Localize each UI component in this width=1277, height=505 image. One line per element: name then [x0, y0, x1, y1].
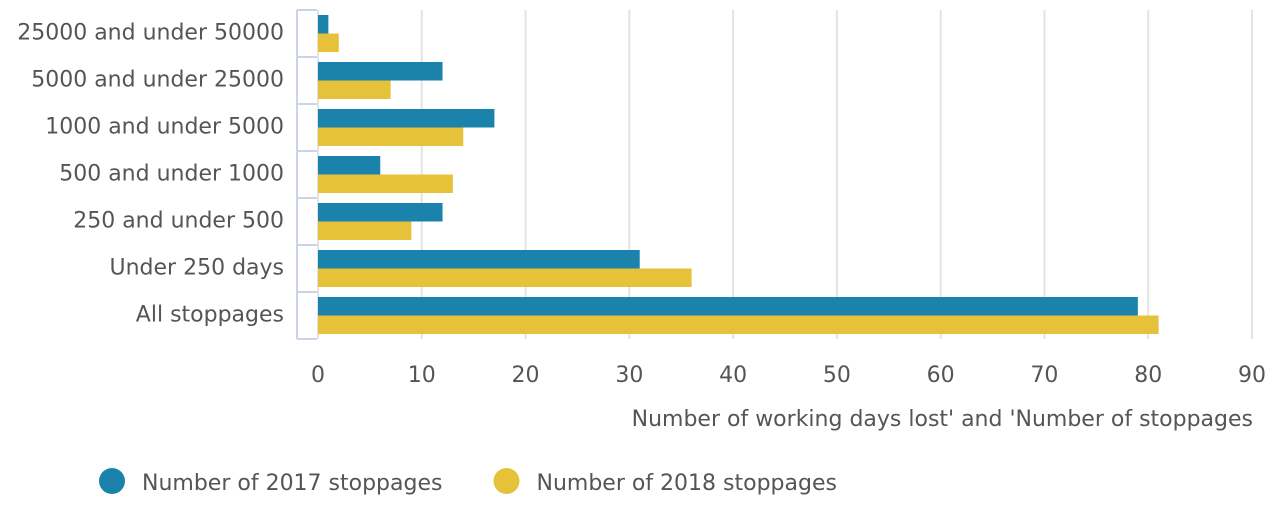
x-tick-label: 10 [408, 363, 436, 388]
legend-swatch [493, 468, 520, 494]
y-tick-label: 250 and under 500 [73, 209, 284, 234]
legend-swatch [99, 468, 125, 494]
y-tick-label: 500 and under 1000 [59, 162, 284, 187]
bar [318, 221, 412, 240]
bar [318, 250, 640, 269]
bar [318, 80, 391, 99]
x-tick-label: 30 [615, 363, 643, 388]
bar [318, 203, 443, 222]
x-tick-label: 70 [1030, 363, 1058, 388]
y-tick-label: 1000 and under 5000 [45, 115, 284, 140]
y-tick-label: All stoppages [136, 303, 284, 328]
bar [318, 174, 453, 193]
x-tick-label: 40 [719, 363, 747, 388]
bar [318, 15, 329, 34]
bar [318, 127, 464, 146]
bar [318, 268, 692, 287]
bar [318, 33, 339, 52]
legend-label: Number of 2017 stoppages [142, 471, 442, 496]
legend-label: Number of 2018 stoppages [536, 471, 836, 496]
y-tick-label: Under 250 days [110, 256, 285, 281]
y-tick-label: 5000 and under 25000 [31, 68, 284, 93]
bar [318, 156, 381, 175]
x-tick-label: 90 [1238, 363, 1266, 388]
x-tick-label: 50 [823, 363, 851, 388]
x-tick-label: 20 [512, 363, 540, 388]
x-tick-label: 0 [311, 363, 325, 388]
y-tick-label: 25000 and under 50000 [17, 21, 284, 46]
bar [318, 109, 495, 128]
bar [318, 62, 443, 81]
bar [318, 315, 1159, 334]
x-axis-title: Number of working days lost' and 'Number… [632, 407, 1253, 432]
bar [318, 297, 1138, 316]
x-tick-label: 80 [1134, 363, 1162, 388]
x-tick-label: 60 [927, 363, 955, 388]
